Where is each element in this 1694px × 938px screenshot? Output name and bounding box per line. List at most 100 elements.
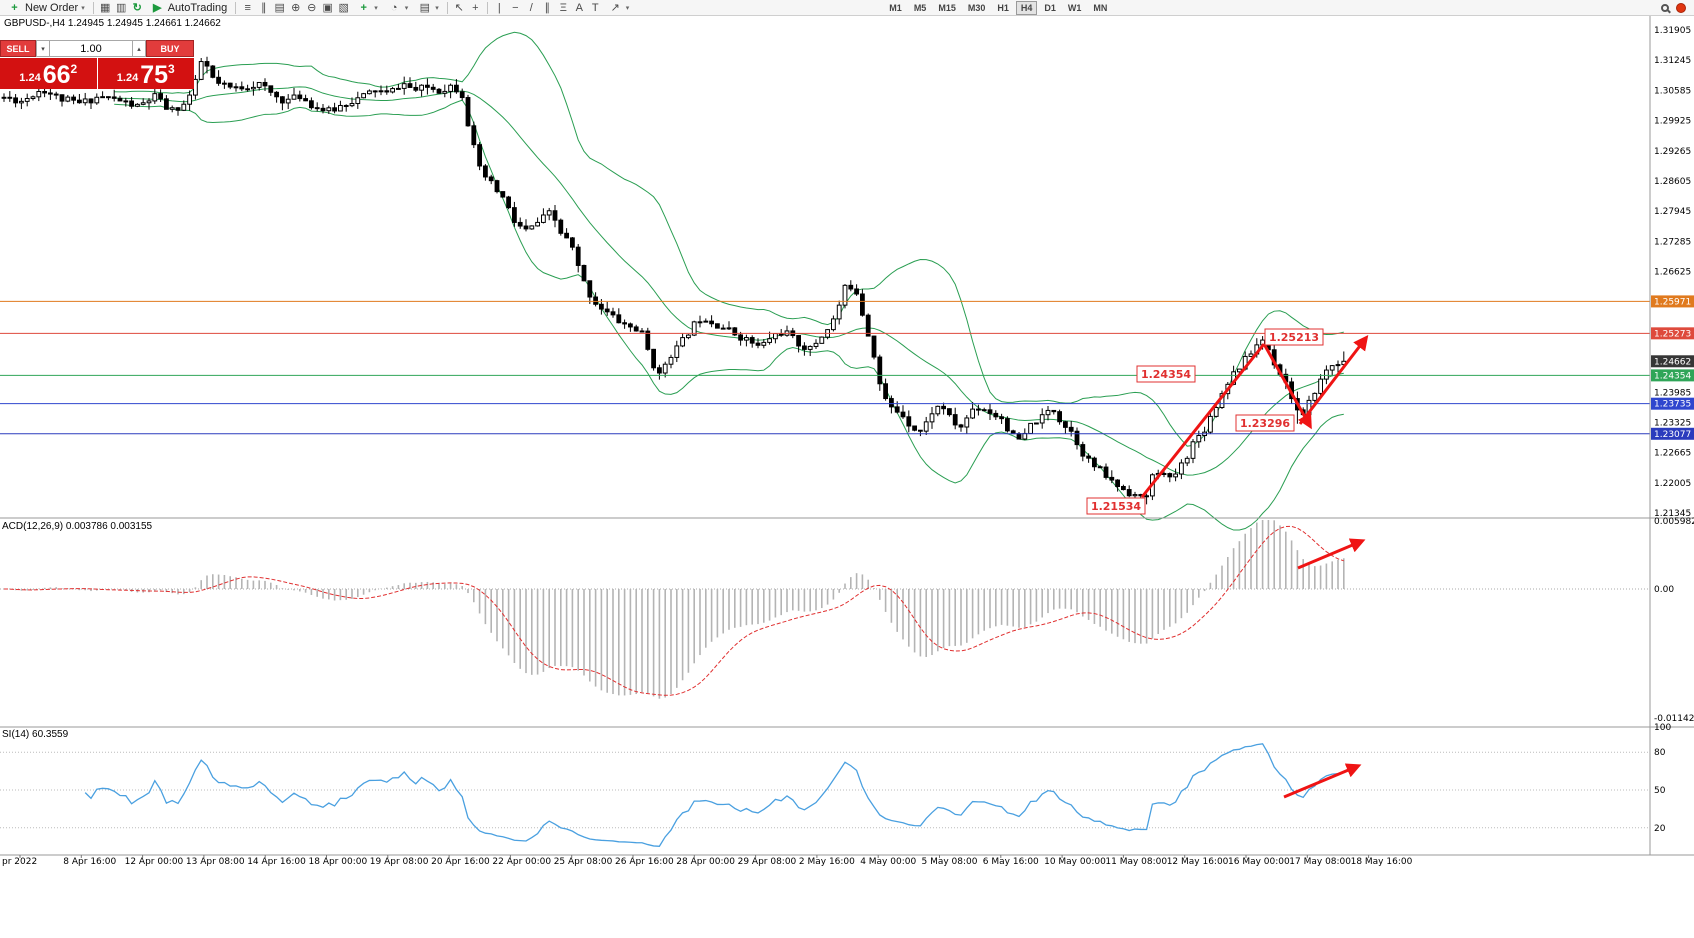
svg-text:1.21534: 1.21534	[1091, 500, 1141, 513]
svg-text:50: 50	[1654, 786, 1666, 796]
svg-text:8 Apr 16:00: 8 Apr 16:00	[63, 857, 116, 867]
chevron-up-icon: ▴	[137, 45, 141, 53]
svg-text:2 May 16:00: 2 May 16:00	[799, 857, 855, 867]
price-chart[interactable]: 1.31905 1.31245 1.30585 1.29925 1.29265 1.286…	[0, 16, 1694, 938]
svg-text:1.26625: 1.26625	[1654, 268, 1691, 278]
svg-text:1.23296: 1.23296	[1240, 417, 1290, 430]
zoom-out-icon[interactable]: ⊖	[307, 2, 317, 14]
svg-text:1.24662: 1.24662	[1654, 357, 1691, 367]
profile-icon[interactable]: ▥	[116, 2, 127, 14]
chevron-down-icon: ▾	[404, 4, 409, 12]
svg-text:19 Apr 08:00: 19 Apr 08:00	[370, 857, 429, 867]
new-chart-button[interactable]: + ▾	[352, 0, 382, 15]
svg-text:1.25213: 1.25213	[1269, 331, 1319, 344]
chart-window-icon[interactable]: ▦	[100, 2, 111, 14]
timeframe-toolbar: M1 M5 M15 M30 H1 H4 D1 W1 MN	[884, 0, 1112, 15]
toolbar-separator	[235, 1, 237, 14]
svg-text:12 May 16:00: 12 May 16:00	[1167, 857, 1229, 867]
svg-text:20 Apr 16:00: 20 Apr 16:00	[431, 857, 490, 867]
svg-text:6 May 16:00: 6 May 16:00	[983, 857, 1039, 867]
sell-button[interactable]: SELL	[0, 40, 36, 57]
cursor-icon[interactable]: ↖	[454, 2, 464, 14]
svg-text:18 Apr 00:00: 18 Apr 00:00	[309, 857, 368, 867]
volume-dropdown[interactable]: ▾	[36, 40, 50, 57]
chevron-down-icon: ▾	[81, 4, 85, 12]
oscillator-icon[interactable]: ∥	[260, 2, 267, 14]
svg-text:1.25273: 1.25273	[1654, 329, 1691, 339]
notification-icon[interactable]	[1676, 2, 1686, 13]
svg-text:1.27285: 1.27285	[1654, 237, 1691, 247]
svg-text:11 May 08:00: 11 May 08:00	[1105, 857, 1167, 867]
shapes-button[interactable]: ↗ ▾	[604, 0, 634, 15]
svg-text:1.27945: 1.27945	[1654, 207, 1691, 217]
timeframe-h1[interactable]: H1	[997, 2, 1009, 13]
search-icon[interactable]	[1661, 3, 1669, 12]
svg-text:1.21345: 1.21345	[1654, 509, 1691, 519]
svg-text:13 Apr 08:00: 13 Apr 08:00	[186, 857, 245, 867]
fibonacci-icon[interactable]: Ξ	[559, 1, 567, 14]
indicators-icon[interactable]: ≡	[244, 1, 251, 14]
refresh-icon[interactable]: ↻	[132, 2, 142, 14]
chevron-down-icon: ▾	[625, 4, 630, 12]
objects-list-icon[interactable]: ▤	[274, 2, 285, 14]
zoom-in-icon[interactable]: ⊕	[291, 2, 301, 14]
sell-price-sup: 2	[70, 62, 78, 76]
new-order-label: New Order	[25, 1, 79, 14]
tile-windows-icon[interactable]: ▣	[322, 2, 333, 14]
timeframe-m15[interactable]: M15	[938, 2, 956, 13]
chevron-down-icon: ▾	[435, 4, 439, 12]
svg-text:12 Apr 00:00: 12 Apr 00:00	[125, 857, 184, 867]
svg-text:16 May 00:00: 16 May 00:00	[1228, 857, 1290, 867]
macd-indicator-label: ACD(12,26,9) 0.003786 0.003155	[2, 521, 153, 532]
period-button[interactable]: ◔ ▾	[383, 0, 413, 15]
cascade-windows-icon[interactable]: ▧	[338, 2, 349, 14]
rsi-indicator-label: SI(14) 60.3559	[2, 729, 69, 740]
buy-price-button[interactable]: 1.24 75 3	[97, 58, 194, 89]
svg-text:20: 20	[1654, 824, 1666, 834]
text-tool-icon[interactable]: A	[575, 1, 583, 14]
channel-icon[interactable]: ∥	[544, 2, 551, 14]
timeframe-m5[interactable]: M5	[913, 2, 927, 13]
label-tool-icon[interactable]: T	[591, 1, 599, 14]
svg-text:1.25971: 1.25971	[1654, 297, 1691, 307]
toolbar-separator	[446, 1, 448, 14]
autotrading-button[interactable]: ▶ AutoTrading	[146, 0, 232, 15]
vertical-line-icon[interactable]: |	[497, 1, 501, 14]
svg-text:1.24354: 1.24354	[1654, 371, 1691, 381]
timeframe-w1[interactable]: W1	[1067, 2, 1082, 13]
horizontal-line-icon[interactable]: −	[512, 1, 519, 14]
volume-input[interactable]	[50, 40, 132, 57]
timeframe-d1[interactable]: D1	[1044, 2, 1056, 13]
sell-price-prefix: 1.24	[19, 72, 41, 84]
svg-text:1.29925: 1.29925	[1654, 117, 1691, 127]
buy-button[interactable]: BUY	[146, 40, 194, 57]
svg-text:10 May 00:00: 10 May 00:00	[1044, 857, 1106, 867]
svg-text:0.00: 0.00	[1654, 585, 1674, 595]
new-order-button[interactable]: + New Order ▾	[3, 0, 89, 15]
svg-text:1.31245: 1.31245	[1654, 56, 1691, 66]
sell-price-button[interactable]: 1.24 66 2	[0, 58, 97, 89]
autotrading-play-icon: ▶	[152, 2, 162, 14]
svg-text:1.22665: 1.22665	[1654, 449, 1691, 459]
volume-stepper[interactable]: ▴	[132, 40, 146, 57]
buy-price-big: 75	[140, 61, 169, 89]
svg-text:80: 80	[1654, 748, 1666, 758]
timeframe-h4[interactable]: H4	[1015, 0, 1038, 15]
svg-text:1.29265: 1.29265	[1654, 147, 1691, 157]
svg-text:100: 100	[1654, 723, 1671, 733]
trendline-icon[interactable]: /	[529, 1, 533, 14]
new-chart-icon: +	[360, 1, 367, 14]
timeframe-m1[interactable]: M1	[889, 2, 902, 13]
svg-text:14 Apr 16:00: 14 Apr 16:00	[247, 857, 306, 867]
timeframe-m30[interactable]: M30	[967, 2, 986, 13]
ohlc-header: GBPUSD-,H4 1.24945 1.24945 1.24661 1.246…	[4, 18, 221, 29]
timeframe-mn[interactable]: MN	[1093, 2, 1108, 13]
svg-text:26 Apr 16:00: 26 Apr 16:00	[615, 857, 674, 867]
template-button[interactable]: ▤ ▾	[413, 0, 443, 15]
toolbar-separator	[92, 1, 94, 14]
arrow-shape-icon: ↗	[610, 2, 620, 14]
svg-text:1.23077: 1.23077	[1654, 430, 1691, 440]
svg-text:pr 2022: pr 2022	[2, 857, 37, 867]
crosshair-icon[interactable]: +	[472, 1, 479, 14]
